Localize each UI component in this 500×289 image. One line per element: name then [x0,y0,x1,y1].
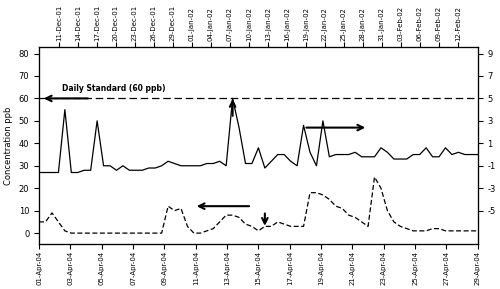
Text: Daily Standard (60 ppb): Daily Standard (60 ppb) [62,84,165,93]
Y-axis label: Concentration ppb: Concentration ppb [4,106,13,185]
